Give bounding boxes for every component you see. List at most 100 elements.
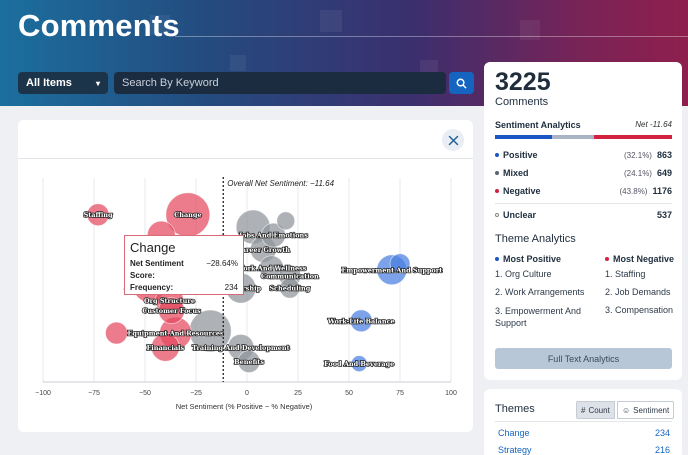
most-negative-item: 2. Job Demands bbox=[605, 287, 671, 297]
page-title: Comments bbox=[18, 8, 180, 43]
bubble-label: Staffing bbox=[84, 211, 113, 219]
theme-count-change[interactable]: 234 bbox=[654, 428, 670, 438]
toggle-count-label: Count bbox=[588, 405, 610, 415]
tooltip-score-value: −28.64% bbox=[206, 259, 238, 268]
sentiment-row-pct: (32.1%) bbox=[623, 150, 652, 160]
sentiment-bar-mixed bbox=[551, 135, 595, 139]
sentiment-row-pct: (24.1%) bbox=[623, 168, 652, 178]
x-tick-label: −25 bbox=[190, 390, 202, 397]
bubble-label: Communication bbox=[261, 272, 319, 280]
bubble-label: Customer Focus bbox=[142, 307, 201, 315]
most-positive-label: Most Positive bbox=[503, 254, 562, 264]
close-button[interactable] bbox=[442, 129, 464, 151]
sentiment-icon: ☺ bbox=[622, 405, 631, 415]
sentiment-row-pct: (43.8%) bbox=[619, 186, 648, 196]
x-tick-label: 25 bbox=[294, 390, 302, 397]
most-negative-label: Most Negative bbox=[613, 254, 675, 264]
sentiment-row-unclear[interactable]: Unclear 537 bbox=[495, 210, 672, 220]
toggle-sentiment-label: Sentiment bbox=[633, 405, 670, 415]
net-sentiment-label: Net -11.64 bbox=[635, 120, 672, 129]
search-input[interactable] bbox=[114, 72, 446, 94]
bubble-label: Org Structure bbox=[144, 297, 195, 305]
dot-icon bbox=[605, 257, 609, 261]
sentiment-row-label: Positive bbox=[503, 150, 538, 160]
theme-count-strategy[interactable]: 216 bbox=[654, 445, 670, 455]
most-positive-item: 3. Empowerment And Support bbox=[495, 306, 582, 328]
sentiment-row-label: Negative bbox=[503, 186, 541, 196]
most-negative-item: 1. Staffing bbox=[605, 269, 646, 279]
most-negative-item: 3. Compensation bbox=[605, 305, 674, 315]
total-comments-count: 3225 bbox=[495, 68, 551, 96]
toggle-count[interactable]: # Count bbox=[576, 401, 615, 419]
filter-dropdown[interactable]: All Items ▾ bbox=[18, 72, 108, 94]
x-tick-label: 75 bbox=[396, 390, 404, 397]
filter-dropdown-label: All Items bbox=[26, 77, 72, 89]
most-positive-heading: Most Positive bbox=[495, 254, 561, 264]
theme-analytics-title: Theme Analytics bbox=[495, 233, 576, 245]
total-comments-label: Comments bbox=[495, 96, 549, 108]
x-tick-label: 100 bbox=[445, 390, 457, 397]
bubble-label: Equipment And Resources bbox=[127, 330, 224, 338]
bubble-label: Food And Beverage bbox=[324, 360, 394, 368]
sentiment-analytics-title: Sentiment Analytics bbox=[495, 120, 581, 130]
most-positive-item: 1. Org Culture bbox=[495, 269, 552, 279]
most-positive-item: 2. Work Arrangements bbox=[495, 287, 585, 297]
bubble[interactable] bbox=[389, 253, 411, 275]
bubble[interactable] bbox=[237, 350, 261, 374]
bubble-label: Work-Life Balance bbox=[327, 317, 395, 325]
search-icon bbox=[456, 78, 467, 89]
chart-tooltip: Change Net Sentiment Score: −28.64% Frequ… bbox=[124, 235, 244, 295]
bubble[interactable] bbox=[150, 332, 180, 362]
dot-icon bbox=[495, 171, 499, 175]
bubble[interactable] bbox=[261, 222, 286, 248]
bubble[interactable] bbox=[105, 321, 128, 345]
search-button[interactable] bbox=[449, 72, 474, 94]
bubble[interactable] bbox=[158, 297, 185, 325]
sentiment-row-negative[interactable]: Negative (43.8%) 1176 bbox=[495, 186, 672, 196]
themes-title: Themes bbox=[495, 403, 535, 415]
sentiment-bar-positive bbox=[495, 135, 552, 139]
bubble[interactable] bbox=[86, 203, 110, 227]
bubble-label: Work And Wellness bbox=[236, 264, 307, 272]
bubble[interactable] bbox=[349, 309, 373, 333]
tooltip-frequency-value: 234 bbox=[224, 283, 238, 292]
overall-sentiment-label: Overall Net Sentiment: −11.64 bbox=[227, 179, 334, 188]
most-negative-heading: Most Negative bbox=[605, 254, 674, 264]
summary-card bbox=[484, 62, 682, 380]
x-axis-label: Net Sentiment (% Positive − % Negative) bbox=[176, 402, 313, 411]
dot-icon bbox=[495, 153, 499, 157]
sentiment-row-count: 537 bbox=[656, 210, 672, 220]
bubble-label: Empowerment And Support bbox=[341, 266, 442, 274]
tooltip-title: Change bbox=[130, 240, 176, 255]
bubble-label: Jobs And Emotions bbox=[238, 232, 308, 240]
sentiment-row-label: Unclear bbox=[503, 210, 537, 220]
bubble-label: Benefits bbox=[234, 358, 264, 366]
bubble[interactable] bbox=[350, 355, 368, 373]
chevron-down-icon: ▾ bbox=[95, 78, 100, 88]
x-tick-label: −100 bbox=[35, 390, 51, 397]
sentiment-row-label: Mixed bbox=[503, 168, 529, 178]
sentiment-row-count: 863 bbox=[656, 150, 672, 160]
dot-icon bbox=[495, 189, 499, 193]
bubble-label: Training And Development bbox=[192, 344, 290, 352]
dot-icon bbox=[495, 257, 499, 261]
x-tick-label: 50 bbox=[345, 390, 353, 397]
bubble[interactable] bbox=[279, 277, 301, 299]
toggle-sentiment[interactable]: ☺ Sentiment bbox=[617, 401, 675, 419]
bubble-label: Change bbox=[174, 211, 202, 219]
tooltip-score-label: Net Sentiment Score: bbox=[130, 259, 184, 280]
sentiment-row-count: 1176 bbox=[652, 186, 672, 196]
bubble-label: Scheduling bbox=[269, 285, 310, 293]
tooltip-frequency-label: Frequency: bbox=[130, 283, 174, 292]
dot-icon bbox=[495, 213, 499, 217]
close-icon bbox=[448, 135, 458, 145]
sentiment-row-positive[interactable]: Positive (32.1%) 863 bbox=[495, 150, 672, 160]
full-text-analytics-button[interactable]: Full Text Analytics bbox=[495, 348, 672, 369]
theme-link-strategy[interactable]: Strategy bbox=[498, 445, 532, 455]
theme-link-change[interactable]: Change bbox=[498, 428, 530, 438]
sentiment-row-count: 649 bbox=[656, 168, 672, 178]
bubble[interactable] bbox=[276, 211, 296, 231]
sentiment-row-mixed[interactable]: Mixed (24.1%) 649 bbox=[495, 168, 672, 178]
bubble-label: Career Growth bbox=[237, 246, 291, 254]
bubble-label: Financials bbox=[147, 344, 185, 352]
